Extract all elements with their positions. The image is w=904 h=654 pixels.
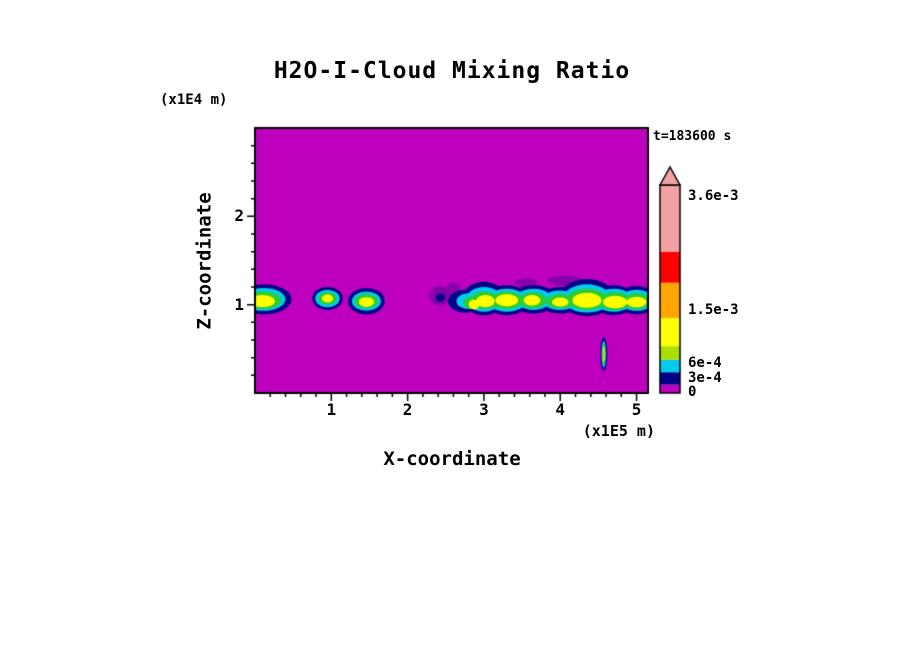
x-tick-label: 2 (402, 400, 413, 419)
y-tick-label: 1 (234, 294, 244, 314)
chart-title: H2O-I-Cloud Mixing Ratio (273, 58, 631, 84)
colorbar-label: 3e-4 (688, 370, 722, 387)
z-axis-label: Z-coordinate (192, 128, 218, 393)
x-tick-label: 5 (631, 400, 642, 419)
z-axis-label-text: Z-coordinate (194, 191, 216, 330)
y-axis-unit-label: (x1E4 m) (160, 92, 228, 108)
x-tick-label: 4 (555, 400, 566, 419)
time-annotation: t=183600 s (653, 129, 732, 144)
colorbar-label: 3.6e-3 (688, 188, 739, 205)
colorbar-label: 0 (688, 383, 697, 400)
x-axis-label: X-coordinate (383, 448, 521, 470)
x-tick-label: 1 (326, 400, 337, 419)
colorbar-label: 1.5e-3 (688, 301, 739, 318)
colorbar-label: 6e-4 (688, 355, 722, 372)
x-axis-unit-label: (x1E5 m) (582, 422, 655, 440)
y-tick-label: 2 (234, 206, 244, 226)
x-tick-label: 3 (479, 400, 489, 419)
